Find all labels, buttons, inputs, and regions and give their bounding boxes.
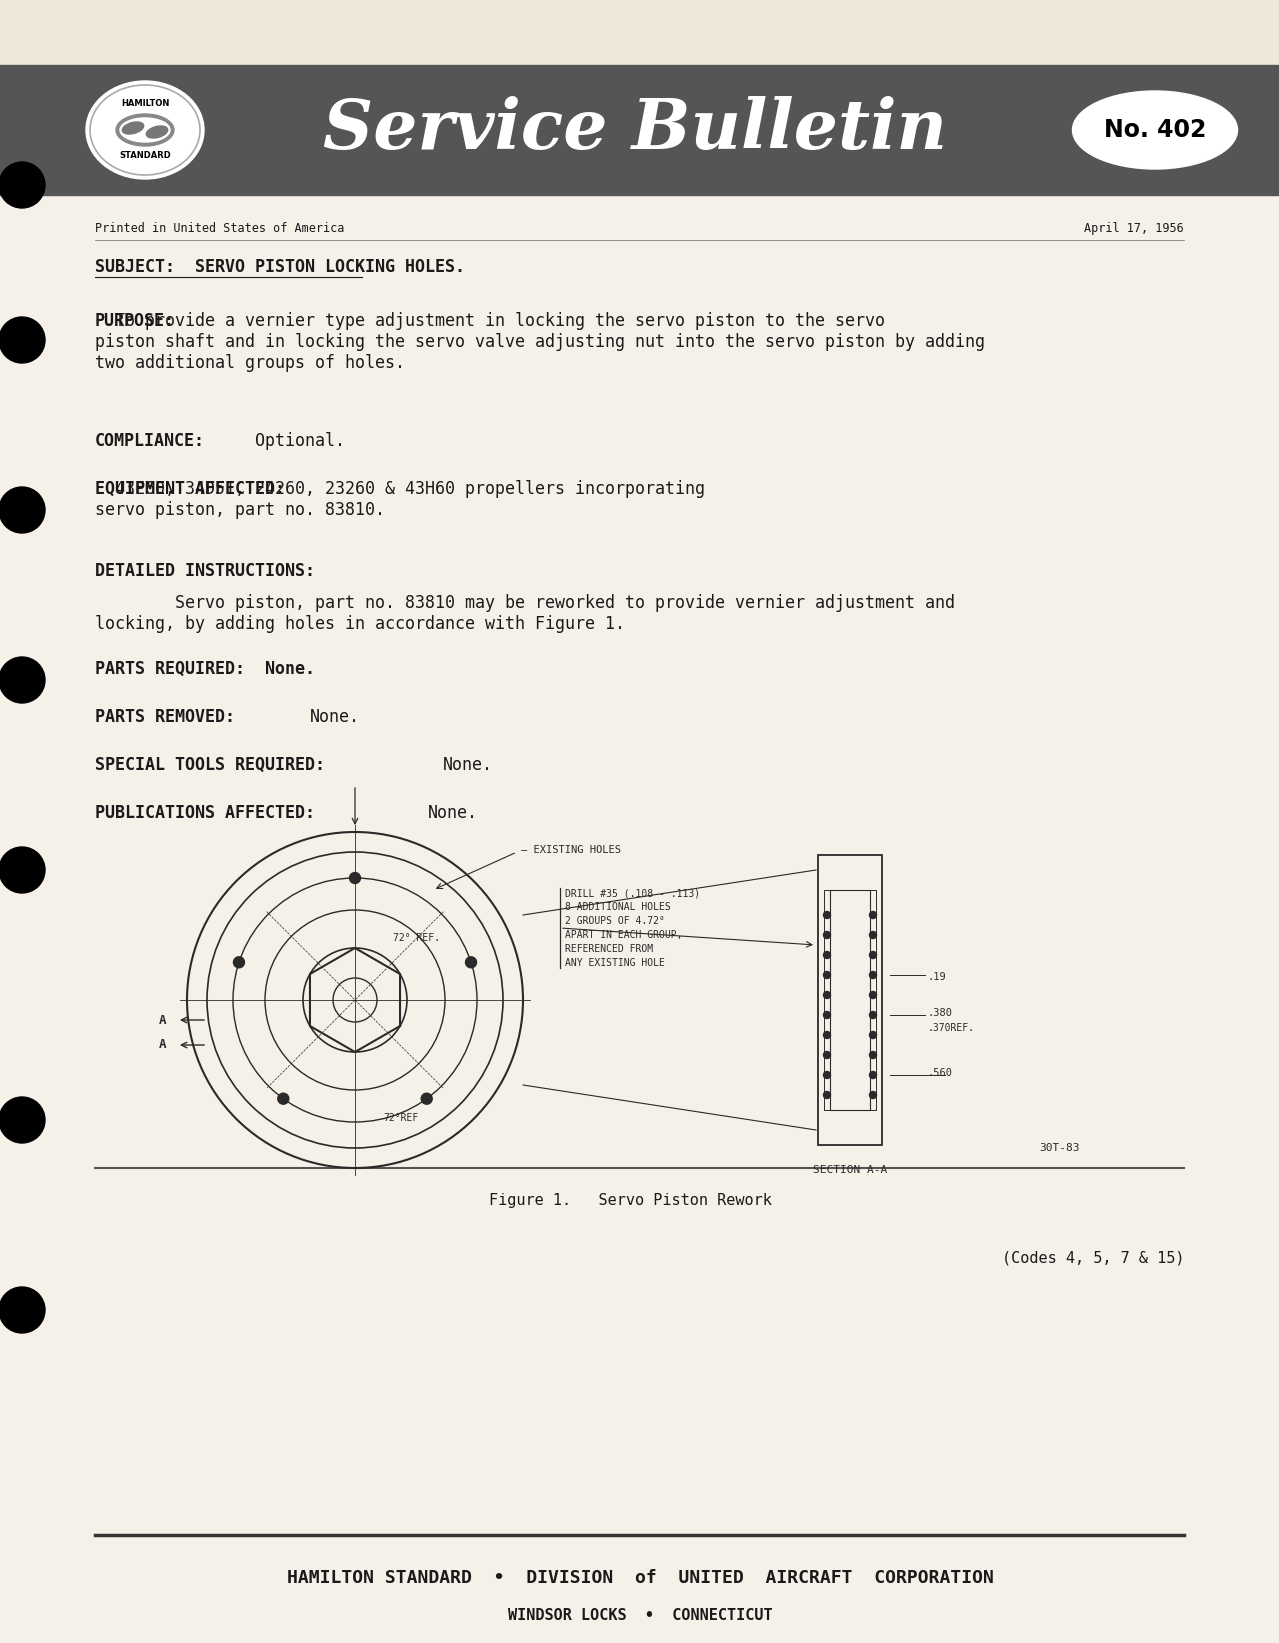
Ellipse shape: [116, 113, 174, 146]
Circle shape: [870, 1052, 876, 1058]
Text: HAMILTON: HAMILTON: [120, 100, 169, 108]
Text: PURPOSE:: PURPOSE:: [95, 312, 175, 330]
Circle shape: [824, 1032, 830, 1038]
Circle shape: [870, 1091, 876, 1099]
Circle shape: [870, 1012, 876, 1019]
Circle shape: [824, 1091, 830, 1099]
Circle shape: [0, 1098, 45, 1144]
Ellipse shape: [1073, 90, 1238, 169]
Text: Service Bulletin: Service Bulletin: [324, 97, 946, 164]
Text: None.: None.: [428, 803, 478, 822]
Circle shape: [824, 951, 830, 958]
Text: No. 402: No. 402: [1104, 118, 1206, 141]
Text: .19: .19: [929, 973, 946, 983]
Circle shape: [0, 163, 45, 209]
Bar: [830, 891, 870, 1111]
Text: COMPLIANCE:: COMPLIANCE:: [95, 432, 205, 450]
Text: EQUIPMENT AFFECTED:: EQUIPMENT AFFECTED:: [95, 480, 285, 498]
Text: DRILL #35 (.108 - .113): DRILL #35 (.108 - .113): [565, 887, 700, 899]
Text: DETAILED INSTRUCTIONS:: DETAILED INSTRUCTIONS:: [95, 562, 315, 580]
Circle shape: [824, 971, 830, 979]
Text: .370REF.: .370REF.: [929, 1024, 975, 1033]
Circle shape: [824, 991, 830, 999]
Text: — EXISTING HOLES: — EXISTING HOLES: [521, 845, 622, 854]
Circle shape: [0, 317, 45, 363]
Ellipse shape: [123, 122, 143, 135]
Text: 2 GROUPS OF 4.72°: 2 GROUPS OF 4.72°: [565, 917, 665, 927]
Text: To provide a vernier type adjustment in locking the servo piston to the servo
pi: To provide a vernier type adjustment in …: [95, 312, 985, 371]
Text: STANDARD: STANDARD: [119, 151, 171, 161]
Text: SECTION A-A: SECTION A-A: [813, 1165, 888, 1175]
Text: (Codes 4, 5, 7 & 15): (Codes 4, 5, 7 & 15): [1001, 1250, 1184, 1265]
Text: SPECIAL TOOLS REQUIRED:: SPECIAL TOOLS REQUIRED:: [95, 756, 325, 774]
Circle shape: [234, 956, 244, 968]
Text: 72° REF.: 72° REF.: [393, 933, 440, 943]
Text: Printed in United States of America: Printed in United States of America: [95, 222, 344, 235]
Text: Figure 1.   Servo Piston Rework: Figure 1. Servo Piston Rework: [489, 1193, 771, 1208]
Text: 72°REF: 72°REF: [382, 1112, 418, 1124]
Text: HAMILTON STANDARD  •  DIVISION  of  UNITED  AIRCRAFT  CORPORATION: HAMILTON STANDARD • DIVISION of UNITED A…: [286, 1569, 994, 1587]
Bar: [0, 66, 1279, 196]
Bar: [819, 854, 883, 1145]
Text: PARTS REQUIRED:  None.: PARTS REQUIRED: None.: [95, 660, 315, 679]
Circle shape: [870, 991, 876, 999]
Text: None.: None.: [310, 708, 359, 726]
Text: ANY EXISTING HOLE: ANY EXISTING HOLE: [565, 958, 665, 968]
Circle shape: [824, 1052, 830, 1058]
Circle shape: [0, 848, 45, 894]
Circle shape: [349, 872, 361, 884]
Circle shape: [824, 1012, 830, 1019]
Text: SUBJECT:  SERVO PISTON LOCKING HOLES.: SUBJECT: SERVO PISTON LOCKING HOLES.: [95, 258, 466, 276]
Circle shape: [0, 657, 45, 703]
Text: .380: .380: [929, 1009, 953, 1019]
Text: 30T-83: 30T-83: [1040, 1144, 1079, 1153]
Text: PUBLICATIONS AFFECTED:: PUBLICATIONS AFFECTED:: [95, 803, 315, 822]
Text: WINDSOR LOCKS  •  CONNECTICUT: WINDSOR LOCKS • CONNECTICUT: [508, 1607, 773, 1623]
Ellipse shape: [120, 118, 170, 141]
Circle shape: [824, 912, 830, 918]
Circle shape: [870, 1071, 876, 1078]
Bar: [0, 0, 1279, 66]
Text: A: A: [160, 1038, 166, 1052]
Circle shape: [0, 1286, 45, 1332]
Ellipse shape: [146, 127, 168, 138]
Text: REFERENCED FROM: REFERENCED FROM: [565, 945, 654, 955]
Circle shape: [824, 932, 830, 938]
Text: Optional.: Optional.: [255, 432, 345, 450]
Text: 8 ADDITIONAL HOLES: 8 ADDITIONAL HOLES: [565, 902, 670, 912]
Circle shape: [870, 951, 876, 958]
Circle shape: [278, 1093, 289, 1104]
Text: A: A: [160, 1014, 166, 1027]
Text: April 17, 1956: April 17, 1956: [1085, 222, 1184, 235]
Text: PARTS REMOVED:: PARTS REMOVED:: [95, 708, 235, 726]
Bar: [824, 891, 876, 1111]
Circle shape: [870, 912, 876, 918]
Text: APART IN EACH GROUP,: APART IN EACH GROUP,: [565, 930, 683, 940]
Ellipse shape: [86, 81, 203, 179]
Circle shape: [870, 932, 876, 938]
Circle shape: [870, 971, 876, 979]
Circle shape: [870, 1032, 876, 1038]
Circle shape: [0, 486, 45, 532]
Circle shape: [824, 1071, 830, 1078]
Text: None.: None.: [443, 756, 492, 774]
Circle shape: [421, 1093, 432, 1104]
Text: .560: .560: [929, 1068, 953, 1078]
Circle shape: [466, 956, 477, 968]
Text: Servo piston, part no. 83810 may be reworked to provide vernier adjustment and
l: Servo piston, part no. 83810 may be rewo…: [95, 595, 955, 633]
Text: 43E60, 34D51, 24260, 23260 & 43H60 propellers incorporating
servo piston, part n: 43E60, 34D51, 24260, 23260 & 43H60 prope…: [95, 480, 705, 519]
